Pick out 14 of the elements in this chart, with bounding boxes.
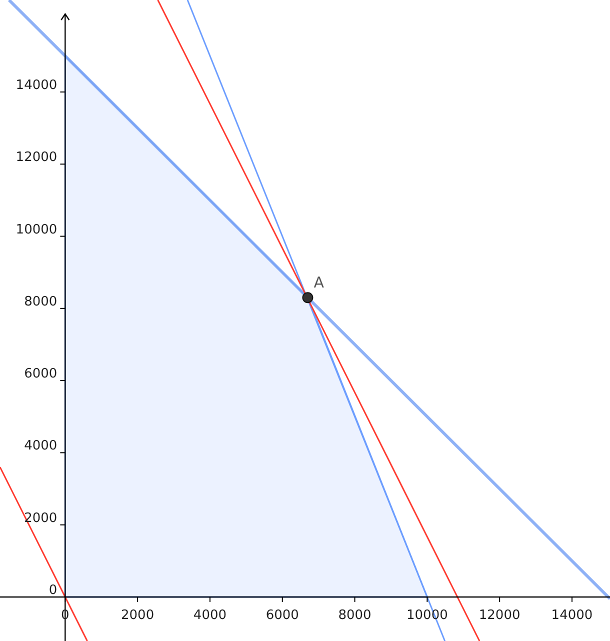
y-tick-label: 4000 xyxy=(24,438,58,454)
y-tick-label: 14000 xyxy=(16,78,58,93)
x-tick-label: 6000 xyxy=(266,608,299,623)
y-tick-label: 6000 xyxy=(24,366,58,382)
y-tick-label: 0 xyxy=(48,582,58,598)
y-tick-label: 12000 xyxy=(16,150,58,166)
series-label: A xyxy=(314,274,325,292)
x-tick-label: 8000 xyxy=(338,608,372,623)
y-tick-label: 10000 xyxy=(16,222,58,238)
x-tick-label: 4000 xyxy=(193,608,227,623)
y-tick-label: 8000 xyxy=(24,294,58,310)
x-tick-label: 14000 xyxy=(551,608,593,623)
x-tick-label: 2000 xyxy=(121,608,154,623)
x-tick-label: 12000 xyxy=(478,608,520,623)
